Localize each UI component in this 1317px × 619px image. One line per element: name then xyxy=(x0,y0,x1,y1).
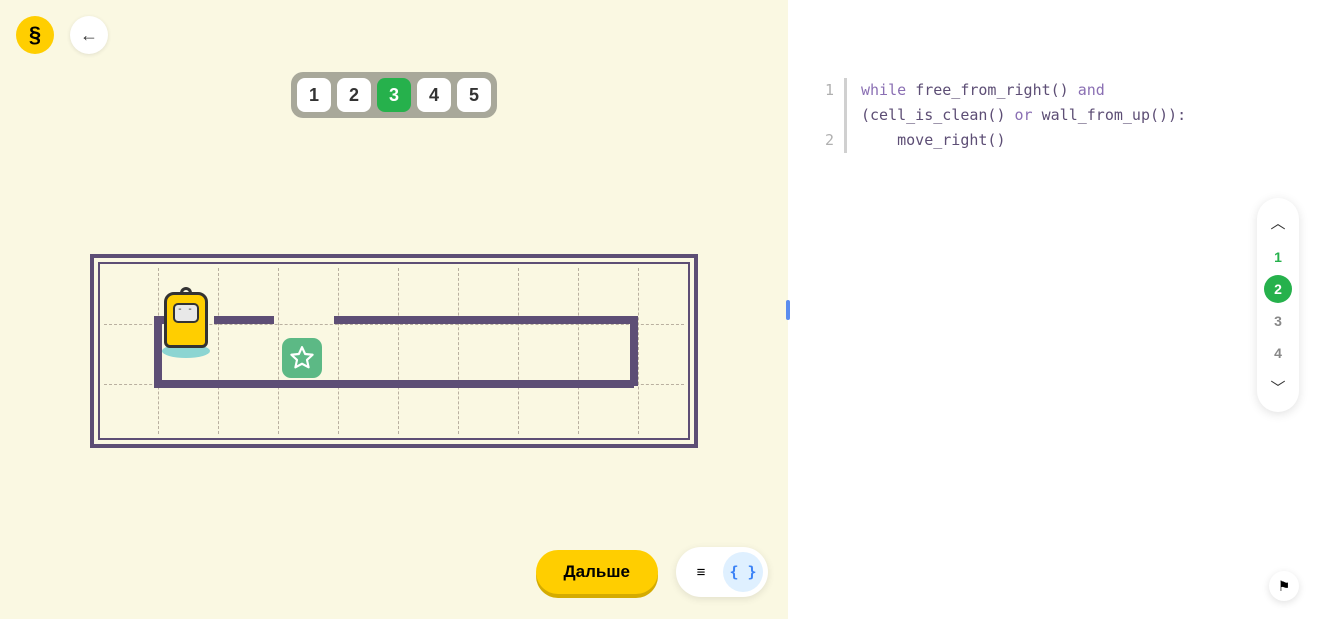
game-panel: § ← 12345 Дальше ≡ { } xyxy=(0,0,788,619)
view-text-button[interactable]: ≡ xyxy=(681,552,721,592)
wall xyxy=(630,316,638,386)
bottom-controls: Дальше ≡ { } xyxy=(536,547,768,597)
next-button-label: Дальше xyxy=(564,562,630,581)
level-button-5[interactable]: 5 xyxy=(457,78,491,112)
code-body[interactable]: while free_from_right() and(cell_is_clea… xyxy=(844,78,1186,153)
star-icon xyxy=(289,345,315,371)
step-up-button[interactable]: ︿ xyxy=(1266,208,1289,237)
level-button-3[interactable]: 3 xyxy=(377,78,411,112)
next-button[interactable]: Дальше xyxy=(536,550,658,594)
code-panel: 1 2 while free_from_right() and(cell_is_… xyxy=(788,0,1317,619)
step-3[interactable]: 3 xyxy=(1264,307,1292,335)
wall xyxy=(154,316,162,386)
top-controls: § ← xyxy=(16,16,108,54)
text-icon: ≡ xyxy=(697,564,706,581)
arrow-left-icon: ← xyxy=(80,25,98,46)
back-button[interactable]: ← xyxy=(70,16,108,54)
wall xyxy=(214,316,274,324)
wall xyxy=(334,316,634,324)
code-icon: { } xyxy=(729,563,756,581)
view-toggle: ≡ { } xyxy=(676,547,768,597)
wall xyxy=(154,380,634,388)
logo-glyph: § xyxy=(29,22,41,48)
step-4[interactable]: 4 xyxy=(1264,339,1292,367)
level-selector: 12345 xyxy=(291,72,497,118)
step-nav: ︿ 1 2 3 4 ﹀ xyxy=(1257,198,1299,412)
step-2[interactable]: 2 xyxy=(1264,275,1292,303)
panel-divider[interactable] xyxy=(786,300,790,320)
step-1[interactable]: 1 xyxy=(1264,243,1292,271)
view-code-button[interactable]: { } xyxy=(723,552,763,592)
level-button-1[interactable]: 1 xyxy=(297,78,331,112)
line-gutter: 1 2 xyxy=(816,78,844,153)
game-board xyxy=(90,254,698,448)
code-editor[interactable]: 1 2 while free_from_right() and(cell_is_… xyxy=(816,78,1297,153)
flag-icon: ⚑ xyxy=(1278,578,1291,595)
step-list: 1 2 3 4 xyxy=(1264,243,1292,367)
level-button-2[interactable]: 2 xyxy=(337,78,371,112)
goal-star xyxy=(282,338,322,378)
report-button[interactable]: ⚑ xyxy=(1269,571,1299,601)
robot xyxy=(164,292,208,348)
step-down-button[interactable]: ﹀ xyxy=(1266,373,1289,402)
level-button-4[interactable]: 4 xyxy=(417,78,451,112)
logo[interactable]: § xyxy=(16,16,54,54)
